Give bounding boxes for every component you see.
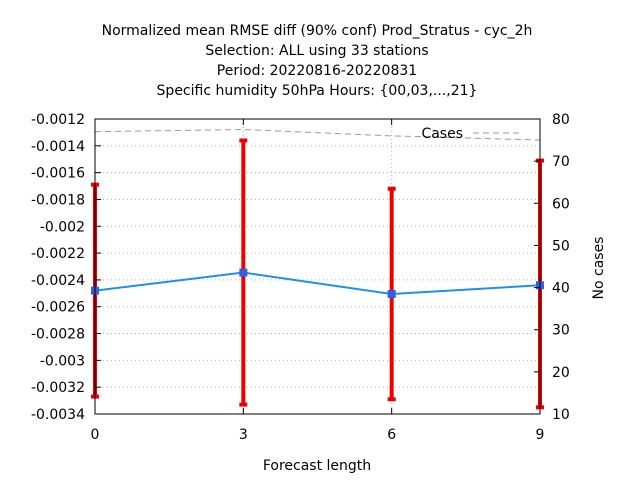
y2-tick-label: 30 <box>552 323 570 339</box>
plot-frame <box>94 118 541 415</box>
y-tick-label: -0.0012 <box>31 112 85 128</box>
x-tick-label: 0 <box>91 427 100 443</box>
y2-axis-label: No cases <box>591 237 607 300</box>
y-tick-label: -0.002 <box>40 219 85 235</box>
x-tick-label: 3 <box>239 427 248 443</box>
y-tick-label: -0.0022 <box>31 246 85 262</box>
chart-title-line-1: Normalized mean RMSE diff (90% conf) Pro… <box>102 23 533 39</box>
y-tick-label: -0.0026 <box>31 300 85 316</box>
y2-tick-label: 10 <box>552 407 570 423</box>
grid <box>95 119 540 414</box>
y2-axis-ticks: 80 70 60 50 40 30 20 10 <box>534 112 570 423</box>
y-tick-label: -0.003 <box>40 353 85 369</box>
legend: Cases <box>421 126 521 142</box>
x-axis-label: Forecast length <box>263 458 371 474</box>
y-tick-label: -0.0028 <box>31 327 85 343</box>
y-tick-label: -0.0034 <box>31 407 85 423</box>
chart-title-line-3: Period: 20220816-20220831 <box>217 63 417 79</box>
y2-tick-label: 60 <box>552 196 570 212</box>
chart-title: Normalized mean RMSE diff (90% conf) Pro… <box>102 23 533 99</box>
cases-series <box>94 129 541 141</box>
y-tick-label: -0.0032 <box>31 380 85 396</box>
y-tick-label: -0.0016 <box>31 166 85 182</box>
y-tick-label: -0.0014 <box>31 139 85 155</box>
x-axis-ticks: 0 3 6 9 <box>91 119 545 443</box>
y2-tick-label: 80 <box>552 112 570 128</box>
y2-tick-label: 20 <box>552 365 570 381</box>
rmse-diff-series <box>91 268 544 298</box>
chart-title-line-2: Selection: ALL using 33 stations <box>205 43 428 59</box>
y2-tick-label: 70 <box>552 154 570 170</box>
legend-label-cases: Cases <box>421 126 463 142</box>
y-tick-label: -0.0018 <box>31 192 85 208</box>
x-tick-label: 6 <box>387 427 396 443</box>
series-line <box>94 271 541 295</box>
y-tick-label: -0.0024 <box>31 273 85 289</box>
y-axis-ticks: -0.0012 -0.0014 -0.0016 -0.0018 -0.002 -0.002… <box>31 112 101 423</box>
chart-title-line-4: Specific humidity 50hPa Hours: {00,03,..… <box>157 83 478 99</box>
error-bars <box>91 138 544 410</box>
cases-line <box>94 129 541 141</box>
y2-tick-label: 50 <box>552 238 570 254</box>
y2-tick-label: 40 <box>552 281 570 297</box>
data-point <box>239 268 248 277</box>
x-tick-label: 9 <box>536 427 545 443</box>
data-point <box>387 289 396 298</box>
